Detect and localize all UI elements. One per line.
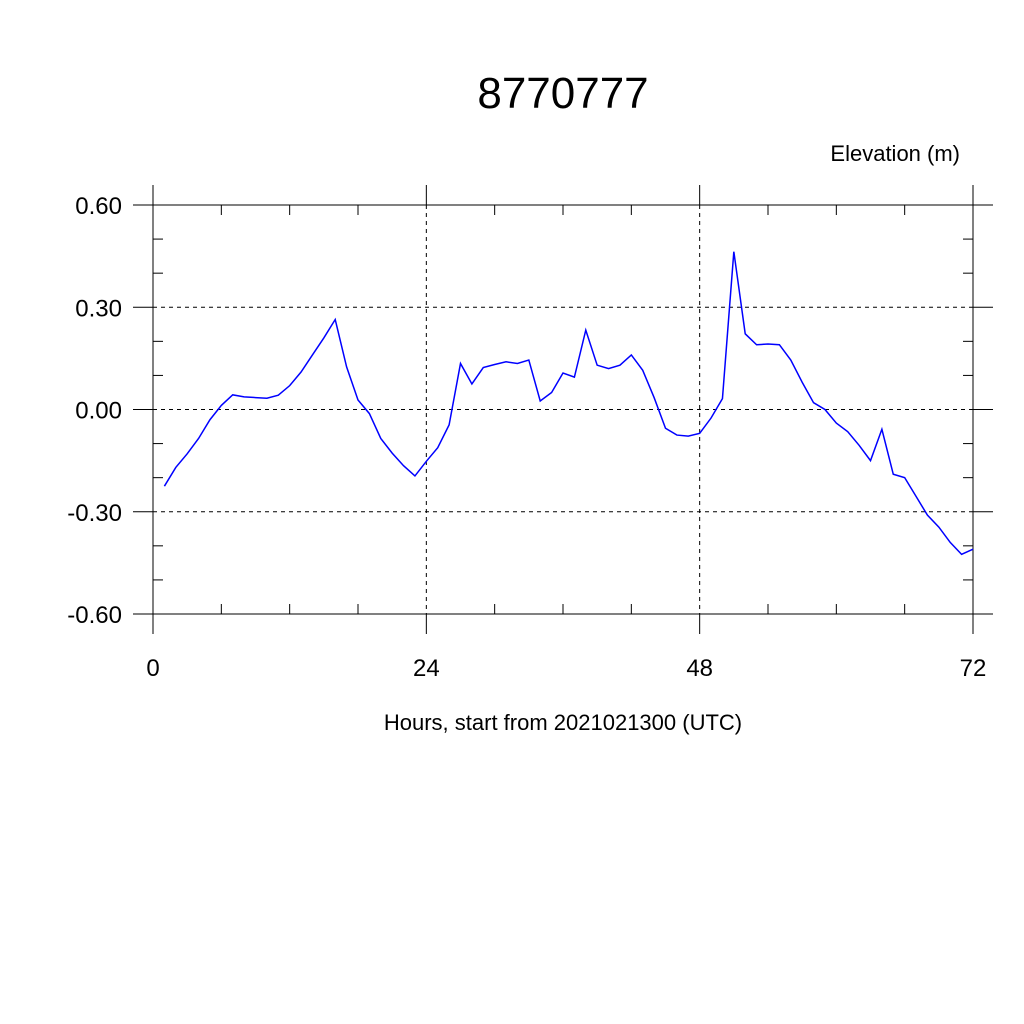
y-axis-label: Elevation (m) bbox=[830, 141, 960, 166]
x-tick-label: 48 bbox=[686, 655, 713, 682]
y-tick-label: -0.60 bbox=[67, 602, 122, 629]
x-tick-label: 24 bbox=[413, 655, 440, 682]
x-tick-label: 72 bbox=[960, 655, 987, 682]
y-tick-label: 0.00 bbox=[75, 398, 122, 425]
x-axis-label: Hours, start from 2021021300 (UTC) bbox=[384, 710, 742, 735]
minor-ticks bbox=[153, 205, 973, 614]
y-tick-label: -0.30 bbox=[67, 500, 122, 527]
y-tick-labels: 0.60 0.30 0.00 -0.30 -0.60 bbox=[67, 193, 122, 629]
series-line bbox=[163, 251, 974, 556]
plot-frame bbox=[152, 204, 974, 615]
y-tick-label: 0.60 bbox=[75, 193, 122, 220]
x-tick-label: 0 bbox=[146, 655, 159, 682]
chart-title: 8770777 bbox=[477, 69, 648, 118]
major-ticks bbox=[133, 185, 993, 634]
data-points bbox=[163, 250, 975, 556]
y-tick-label: 0.30 bbox=[75, 295, 122, 322]
grid-lines bbox=[152, 204, 974, 615]
x-tick-labels: 0 24 48 72 bbox=[146, 655, 986, 682]
